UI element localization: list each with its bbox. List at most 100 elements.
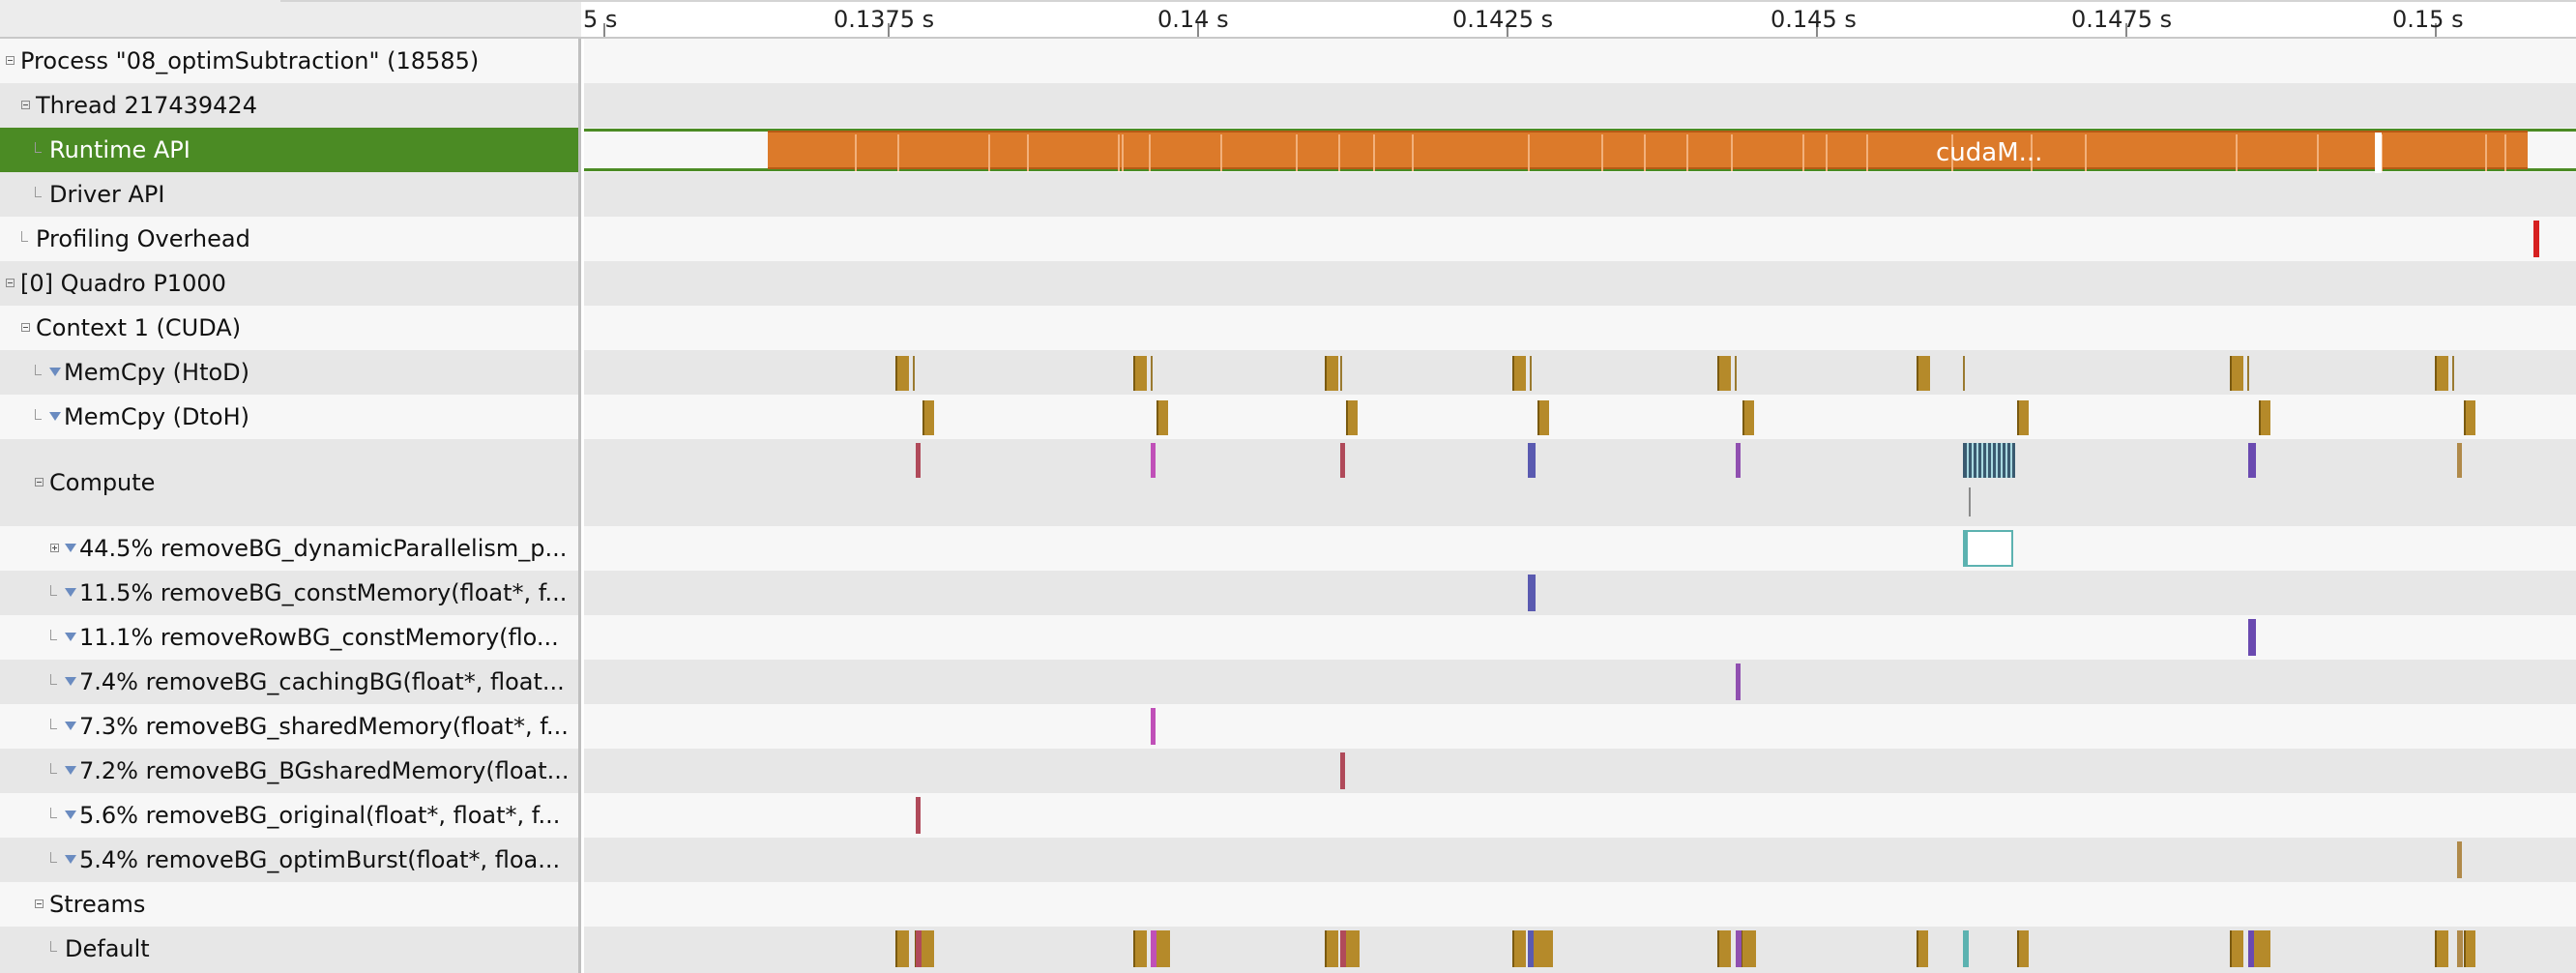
memcpy-htod-mark[interactable] (895, 356, 909, 391)
memcpy-dtoh-mark[interactable] (2017, 400, 2029, 435)
memcpy-dtoh-mark[interactable] (2464, 400, 2475, 435)
collapse-icon[interactable] (21, 100, 30, 109)
kernel-mark[interactable] (916, 797, 921, 834)
kernel-row-original-label[interactable]: 5.6% removeBG_original(float*, float*, f… (0, 793, 578, 838)
default-stream-kernel-mark[interactable] (916, 930, 922, 967)
runtime-api-row-label[interactable]: Runtime API (0, 128, 578, 172)
memcpy-htod-tail[interactable] (1735, 356, 1737, 391)
kernel-row-caching-bg-track[interactable] (584, 660, 2576, 704)
streams-row-label[interactable]: Streams (0, 882, 578, 927)
filter-icon[interactable] (65, 810, 76, 819)
kernel-row-optim-burst-track[interactable] (584, 838, 2576, 882)
runtime-api-bar[interactable]: cudaM... (768, 131, 2528, 173)
filter-icon[interactable] (49, 411, 61, 421)
streams-row-track[interactable] (584, 882, 2576, 927)
default-stream-mark[interactable] (2464, 930, 2475, 967)
compute-kernel-mark[interactable] (1528, 443, 1536, 478)
driver-api-row-label[interactable]: Driver API (0, 172, 578, 217)
default-stream-kernel-mark[interactable] (2248, 930, 2254, 967)
kernel-row-bg-shared-memory-track[interactable] (584, 749, 2576, 793)
default-stream-kernel-mark[interactable] (1736, 930, 1742, 967)
kernel-row-dynamic-parallelism-label[interactable]: 44.5% removeBG_dynamicParallelism_p... (0, 526, 578, 571)
time-ruler[interactable]: 5 s 0.1375 s 0.14 s 0.1425 s 0.145 s 0.1475 s… (0, 0, 2576, 39)
kernel-row-shared-memory-track[interactable] (584, 704, 2576, 749)
memcpy-dtoh-mark[interactable] (2259, 400, 2270, 435)
kernel-mark[interactable] (1528, 575, 1536, 611)
filter-icon[interactable] (65, 765, 76, 775)
memcpy-htod-mark[interactable] (1717, 356, 1731, 391)
memcpy-htod-mark[interactable] (1133, 356, 1147, 391)
collapse-icon[interactable] (35, 477, 44, 486)
kernel-row-row-const-memory-track[interactable] (584, 615, 2576, 660)
filter-icon[interactable] (65, 632, 76, 641)
memcpy-htod-mark[interactable] (1512, 356, 1526, 391)
compute-dynamic-parallelism-stripe[interactable] (2001, 443, 2003, 478)
collapse-icon[interactable] (6, 55, 15, 65)
compute-row-track[interactable] (584, 439, 2576, 526)
dynamic-parallelism-kernel-start[interactable] (1963, 530, 1968, 567)
memcpy-dtoh-mark[interactable] (1742, 400, 1754, 435)
compute-kernel-mark[interactable] (1736, 443, 1741, 478)
thread-row-track[interactable] (584, 83, 2576, 128)
profiling-overhead-row-track[interactable] (584, 217, 2576, 261)
compute-row-label[interactable]: Compute (0, 439, 578, 526)
driver-api-row-track[interactable] (584, 172, 2576, 217)
compute-kernel-mark[interactable] (2248, 443, 2256, 478)
kernel-mark[interactable] (1340, 752, 1345, 789)
kernel-mark[interactable] (2457, 841, 2462, 878)
compute-dynamic-parallelism-stripe[interactable] (1976, 443, 1978, 478)
default-stream-mark[interactable] (2017, 930, 2029, 967)
default-stream-mark[interactable] (2230, 930, 2243, 967)
default-stream-mark[interactable] (895, 930, 909, 967)
kernel-row-const-memory-track[interactable] (584, 571, 2576, 615)
memcpy-htod-tail[interactable] (1963, 356, 1965, 391)
default-stream-row-track[interactable] (584, 927, 2576, 973)
collapse-icon[interactable] (6, 278, 15, 287)
kernel-row-shared-memory-label[interactable]: 7.3% removeBG_sharedMemory(float*, f... (0, 704, 578, 749)
kernel-row-row-const-memory-label[interactable]: 11.1% removeRowBG_constMemory(flo... (0, 615, 578, 660)
expand-icon[interactable] (50, 543, 59, 552)
default-stream-mark[interactable] (1133, 930, 1147, 967)
compute-dynamic-parallelism-stripe[interactable] (2010, 443, 2012, 478)
memcpy-htod-mark[interactable] (1917, 356, 1930, 391)
memcpy-dtoh-mark[interactable] (1346, 400, 1358, 435)
default-stream-mark[interactable] (1717, 930, 1731, 967)
timeline-panel[interactable]: cudaM... (584, 39, 2576, 973)
default-stream-mark[interactable] (1741, 930, 1756, 967)
memcpy-htod-tail[interactable] (913, 356, 915, 391)
default-stream-row-label[interactable]: Default (0, 927, 578, 973)
memcpy-htod-tail[interactable] (2452, 356, 2454, 391)
compute-dynamic-parallelism-stripe[interactable] (1996, 443, 1998, 478)
process-row-label[interactable]: Process "08_optimSubtraction" (18585) (0, 39, 578, 83)
context-row-track[interactable] (584, 306, 2576, 350)
filter-icon[interactable] (65, 676, 76, 686)
kernel-row-dynamic-parallelism-track[interactable] (584, 526, 2576, 571)
thread-row-label[interactable]: Thread 217439424 (0, 83, 578, 128)
kernel-mark[interactable] (1151, 708, 1156, 745)
memcpy-htod-row-track[interactable] (584, 350, 2576, 395)
compute-kernel-mark[interactable] (2457, 443, 2462, 478)
default-stream-kernel-mark[interactable] (2457, 930, 2463, 967)
profiling-overhead-mark[interactable] (2533, 221, 2539, 257)
compute-dynamic-parallelism-stripe[interactable] (1972, 443, 1974, 478)
compute-kernel-mark[interactable] (916, 443, 921, 478)
default-stream-kernel-mark[interactable] (1340, 930, 1346, 967)
compute-dynamic-parallelism-stripe[interactable] (2005, 443, 2007, 478)
default-stream-mark[interactable] (2435, 930, 2448, 967)
memcpy-dtoh-mark[interactable] (1156, 400, 1168, 435)
kernel-row-caching-bg-label[interactable]: 7.4% removeBG_cachingBG(float*, float... (0, 660, 578, 704)
memcpy-htod-tail[interactable] (1151, 356, 1153, 391)
default-stream-mark[interactable] (1325, 930, 1338, 967)
default-stream-kernel-mark[interactable] (1528, 930, 1534, 967)
memcpy-dtoh-row-track[interactable] (584, 395, 2576, 439)
memcpy-htod-mark[interactable] (2230, 356, 2243, 391)
memcpy-htod-tail[interactable] (2247, 356, 2249, 391)
context-row-label[interactable]: Context 1 (CUDA) (0, 306, 578, 350)
compute-kernel-mark[interactable] (1151, 443, 1156, 478)
filter-icon[interactable] (65, 587, 76, 597)
memcpy-htod-mark[interactable] (1325, 356, 1338, 391)
memcpy-htod-mark[interactable] (2435, 356, 2448, 391)
memcpy-htod-tail[interactable] (1530, 356, 1532, 391)
compute-dynamic-parallelism-stripe[interactable] (1967, 443, 1969, 478)
memcpy-htod-row-label[interactable]: MemCpy (HtoD) (0, 350, 578, 395)
